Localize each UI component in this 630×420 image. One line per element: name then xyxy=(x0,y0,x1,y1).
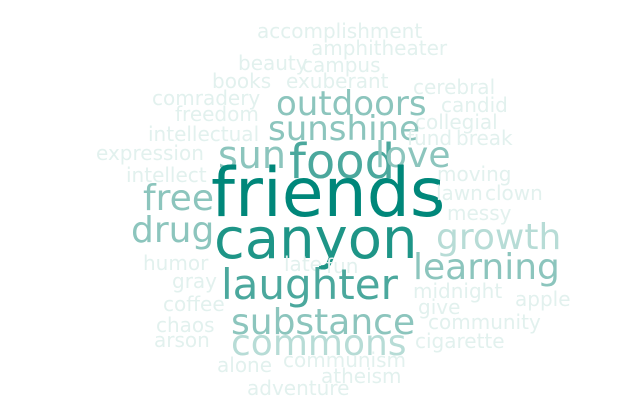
word-substance: substance xyxy=(231,302,416,343)
word-chaos: chaos xyxy=(156,313,215,337)
word-coffee: coffee xyxy=(163,292,225,316)
word-comradery: comradery xyxy=(152,86,261,110)
word-midnight: midnight xyxy=(413,279,503,303)
word-moving: moving xyxy=(437,162,512,186)
word-free: free xyxy=(143,178,214,219)
word-books: books xyxy=(212,69,272,93)
word-laughter: laughter xyxy=(221,260,398,309)
word-candid: candid xyxy=(441,93,508,117)
word-beauty: beauty xyxy=(238,51,308,75)
word-late: late xyxy=(284,252,322,276)
word-amphitheater: amphitheater xyxy=(311,36,448,60)
word-lawn: lawn xyxy=(436,181,483,205)
word-freedom: freedom xyxy=(175,102,259,126)
word-community: community xyxy=(428,310,541,334)
word-gray: gray xyxy=(172,269,218,293)
word-give: give xyxy=(418,295,461,319)
word-adventure: adventure xyxy=(247,376,350,400)
word-intellectual: intellectual xyxy=(148,122,260,146)
word-accomplishment: accomplishment xyxy=(257,19,423,43)
word-humor: humor xyxy=(143,251,209,275)
word-cerebral: cerebral xyxy=(413,75,496,99)
word-clown: clown xyxy=(485,181,543,205)
word-messy: messy xyxy=(447,201,512,225)
word-sunshine: sunshine xyxy=(268,109,420,149)
word-arson: arson xyxy=(154,328,210,352)
word-expression: expression xyxy=(96,141,204,165)
word-collegial: collegial xyxy=(415,110,498,134)
word-friends: friends xyxy=(211,154,446,233)
word-intellect: intellect xyxy=(126,163,207,187)
word-sun: sun xyxy=(218,133,286,177)
word-communism: communism xyxy=(283,348,407,372)
word-love: love xyxy=(375,135,451,176)
word-campus: campus xyxy=(302,53,381,77)
word-apple: apple xyxy=(515,287,571,311)
word-outdoors: outdoors xyxy=(276,84,427,124)
word-canyon: canyon xyxy=(214,207,418,272)
word-cigarette: cigarette xyxy=(415,329,505,353)
word-fund: fund xyxy=(407,126,453,150)
word-learning: learning xyxy=(413,247,560,288)
word-alone: alone xyxy=(217,353,273,377)
word-drug: drug xyxy=(131,210,215,251)
word-fun: fun xyxy=(326,254,359,278)
word-exuberant: exuberant xyxy=(286,69,389,93)
word-commons: commons xyxy=(231,323,407,364)
word-atheism: atheism xyxy=(321,364,402,388)
word-food: food xyxy=(289,134,396,190)
word-break: break xyxy=(456,126,513,150)
word-growth: growth xyxy=(436,217,562,258)
